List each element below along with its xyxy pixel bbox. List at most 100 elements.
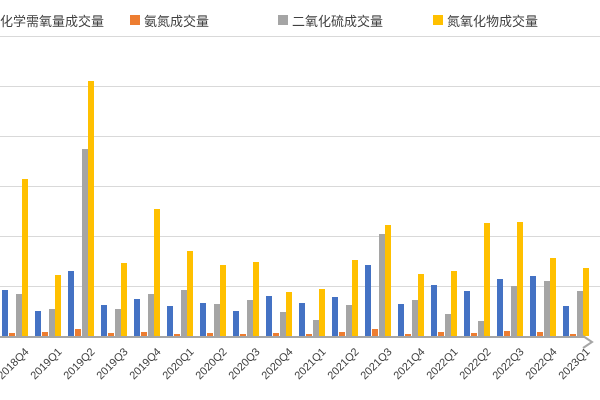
bar-2020Q2-s1 <box>206 333 214 336</box>
x-axis-label: 2021Q3 <box>358 346 395 383</box>
chart-legend: 化学需氧量成交量 氨氮成交量 二氧化硫成交量 氮氧化物成交量 <box>0 8 600 32</box>
bar-2022Q4-s2 <box>543 281 550 336</box>
x-axis-label: 2022Q2 <box>457 346 494 383</box>
bar-2021Q1-s0 <box>299 303 306 336</box>
x-axis-label: 2022Q1 <box>424 346 461 383</box>
x-axis-label: 2020Q3 <box>226 346 263 383</box>
bar-2020Q3-s1 <box>239 334 247 336</box>
bar-2021Q3-s2 <box>378 234 385 336</box>
legend-swatch-nox-icon <box>433 15 443 25</box>
bar-2021Q2-s2 <box>345 305 352 336</box>
x-axis-label: 2021Q4 <box>391 346 428 383</box>
bar-2022Q3-s3 <box>517 222 524 336</box>
bar-2018Q4-s2 <box>15 294 22 336</box>
x-axis-label: 2019Q4 <box>127 346 164 383</box>
bar-2021Q4-s1 <box>404 334 412 336</box>
bar-2022Q4-s0 <box>530 276 537 336</box>
bar-2019Q2-s3 <box>88 81 95 336</box>
bar-2021Q2-s1 <box>338 332 346 336</box>
bar-2020Q4-s2 <box>279 312 286 336</box>
x-axis-label: 2020Q4 <box>259 346 296 383</box>
bar-2021Q4-s3 <box>418 274 425 336</box>
bar-2018Q4-s1 <box>8 333 16 336</box>
bar-2022Q1-s1 <box>437 332 445 336</box>
bar-2020Q1-s0 <box>167 306 174 336</box>
bar-2019Q2-s2 <box>81 149 88 336</box>
gridline <box>0 186 600 187</box>
legend-item-cod[interactable]: 化学需氧量成交量 <box>0 8 104 32</box>
bar-2020Q3-s3 <box>253 262 260 336</box>
x-axis-line <box>0 336 584 338</box>
bar-2022Q4-s1 <box>536 332 544 336</box>
legend-label-ammonia-nitrogen: 氨氮成交量 <box>144 13 210 29</box>
x-axis-label: 2019Q3 <box>94 346 131 383</box>
bar-2022Q1-s3 <box>451 271 458 336</box>
bar-2021Q4-s0 <box>398 304 405 336</box>
bar-2023Q1-s2 <box>576 291 583 336</box>
bar-2022Q2-s1 <box>470 333 478 336</box>
bar-2022Q2-s3 <box>484 223 491 336</box>
bar-2022Q1-s2 <box>444 314 451 336</box>
legend-item-nox[interactable]: 氮氧化物成交量 <box>433 8 538 32</box>
x-axis-label: 2019Q2 <box>61 346 98 383</box>
legend-label-so2: 二氧化硫成交量 <box>292 13 384 29</box>
bar-2019Q3-s3 <box>121 263 128 336</box>
x-axis-label: 2022Q4 <box>523 346 560 383</box>
bar-2020Q1-s1 <box>173 334 181 336</box>
bar-2020Q3-s2 <box>246 300 253 336</box>
bar-2021Q2-s0 <box>332 297 339 336</box>
bar-2021Q3-s3 <box>385 225 392 336</box>
bar-2021Q1-s1 <box>305 334 313 336</box>
bar-2022Q4-s3 <box>550 258 557 336</box>
bar-2020Q4-s3 <box>286 292 293 336</box>
legend-swatch-so2-icon <box>278 15 288 25</box>
legend-item-so2[interactable]: 二氧化硫成交量 <box>278 8 383 32</box>
bar-2022Q2-s2 <box>477 321 484 336</box>
bar-2021Q3-s1 <box>371 329 379 336</box>
legend-swatch-ammonia-nitrogen-icon <box>130 15 140 25</box>
bar-2020Q4-s0 <box>266 296 273 336</box>
legend-label-nox: 氮氧化物成交量 <box>447 13 539 29</box>
bar-2019Q1-s2 <box>48 309 55 336</box>
bar-2020Q3-s0 <box>233 311 240 336</box>
bar-2021Q4-s2 <box>411 300 418 336</box>
gridline <box>0 136 600 137</box>
bar-2021Q1-s3 <box>319 289 326 336</box>
x-axis-label: 2020Q2 <box>193 346 230 383</box>
bar-2021Q3-s0 <box>365 265 372 336</box>
bar-2019Q3-s1 <box>107 333 115 336</box>
bar-2019Q4-s1 <box>140 332 148 336</box>
bar-2020Q2-s3 <box>220 265 227 336</box>
bar-2023Q1-s0 <box>563 306 570 336</box>
legend-label-cod: 化学需氧量成交量 <box>0 13 105 29</box>
legend-item-ammonia-nitrogen[interactable]: 氨氮成交量 <box>130 8 209 32</box>
x-axis-label: 2018Q4 <box>0 346 32 383</box>
x-axis-label: 2021Q1 <box>292 346 329 383</box>
gridline <box>0 236 600 237</box>
bar-2019Q1-s1 <box>41 332 49 336</box>
bar-2019Q2-s0 <box>68 271 75 336</box>
x-axis-label: 2019Q1 <box>28 346 65 383</box>
bar-2022Q3-s0 <box>497 279 504 336</box>
bar-2021Q2-s3 <box>352 260 359 336</box>
bar-2021Q1-s2 <box>312 320 319 336</box>
gridline <box>0 86 600 87</box>
bar-2019Q3-s2 <box>114 309 121 336</box>
x-axis-label: 2022Q3 <box>490 346 527 383</box>
x-axis-arrow-icon <box>582 335 594 349</box>
bar-2022Q2-s0 <box>464 291 471 336</box>
bar-2019Q1-s3 <box>55 275 62 336</box>
gridline <box>0 286 600 287</box>
bar-2023Q1-s1 <box>569 334 577 336</box>
bar-2020Q1-s2 <box>180 290 187 336</box>
bar-2019Q4-s0 <box>134 299 141 336</box>
x-axis-label: 2020Q1 <box>160 346 197 383</box>
bar-2023Q1-s3 <box>583 268 590 336</box>
bar-2019Q4-s2 <box>147 294 154 336</box>
bar-2018Q4-s3 <box>22 179 29 336</box>
bar-2022Q3-s2 <box>510 286 517 336</box>
gridline <box>0 36 600 37</box>
bar-2019Q4-s3 <box>154 209 161 336</box>
